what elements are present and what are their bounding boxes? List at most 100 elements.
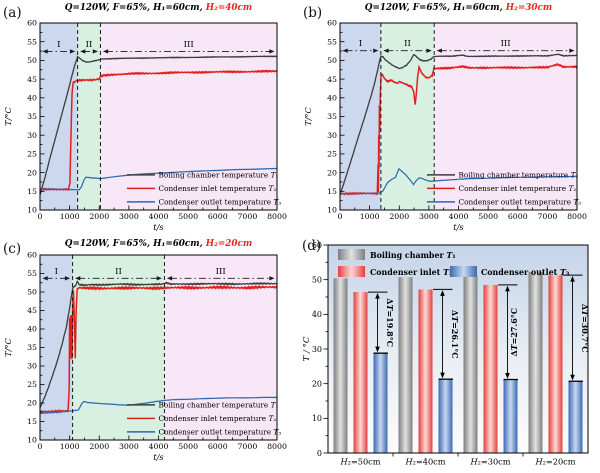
guide-arrowhead-left: [342, 48, 348, 53]
y-axis-tick-label: 25: [27, 150, 37, 159]
guide-arrowhead-right: [64, 276, 71, 281]
stage-region-I: [340, 23, 381, 210]
y-axis-title: T/°C: [303, 106, 313, 125]
y-axis-tick-label: 60: [327, 19, 337, 28]
series-line-t1: [40, 55, 277, 195]
y-axis-tick-label: 55: [27, 269, 37, 278]
guide-arrowhead-right: [156, 276, 162, 281]
y-axis-tick-label: 30: [312, 345, 322, 354]
chart-title-a-black: Q=120W, F=65%, H₁=60cm,: [64, 3, 203, 13]
stage-region-I: [40, 255, 73, 440]
bar-t2-group4: [548, 275, 563, 453]
guide-arrowhead-left: [75, 276, 81, 281]
y-axis-tick-label: 0: [317, 449, 322, 458]
bar-t2-group3: [483, 284, 498, 453]
guide-arrowhead-left: [102, 49, 109, 54]
x-axis-tick-label: 8000: [567, 212, 587, 221]
x-axis-tick-label: 0: [338, 212, 343, 221]
guide-arrowhead-right: [373, 48, 379, 53]
series-line-t3: [40, 396, 277, 414]
x-axis-tick-label: 6000: [208, 212, 228, 221]
y-axis-title: T/°C: [3, 337, 13, 356]
series-line-t3: [40, 167, 277, 191]
bar-chart-d: ΔT=19.8°C H₂=50cm ΔT=26.1°C H₂=40cm ΔT=27.6°…: [302, 241, 590, 467]
guide-arrowhead-left: [42, 276, 48, 281]
y-axis-tick-label: 45: [27, 306, 37, 315]
y-axis-tick-label: 25: [327, 150, 337, 159]
legend-label: Condenser outlet temperature T₃: [159, 198, 282, 207]
x-axis-tick-label: 8000: [267, 212, 287, 221]
y-axis-tick-label: 35: [327, 112, 337, 121]
y-axis-tick-label: 40: [312, 310, 322, 319]
bar-t3-group2: [438, 379, 453, 453]
y-axis-tick-label: 40: [27, 94, 37, 103]
legend-item-t1: Boiling chamber temperature T₁: [427, 171, 578, 180]
legend-item-t3: Condenser outlet temperature T₃: [127, 428, 281, 437]
x-axis-tick-label: 2000: [389, 212, 409, 221]
delta-arrowhead-up: [505, 285, 510, 292]
delta-label-group1: ΔT=19.8°C: [385, 298, 395, 347]
guide-arrowhead-right: [92, 49, 98, 54]
y-axis-tick-label: 20: [27, 399, 37, 408]
x-axis-title: t/s: [453, 222, 463, 232]
bar-t2-group2: [418, 289, 433, 453]
guide-arrowhead-right: [569, 48, 575, 53]
legend-label: Condenser outlet temperature T₃: [159, 428, 282, 437]
bar-t1-group2: [398, 277, 413, 453]
stage-label-II: II: [86, 40, 93, 50]
legend-label-t2: Condenser inlet T₂: [370, 268, 453, 277]
x-category-label-group4: H₂=20cm: [534, 457, 575, 467]
bar-t1-group1: [333, 278, 348, 453]
panel-letter-c: (c): [3, 241, 22, 257]
guide-arrowhead-left: [383, 48, 389, 53]
x-axis-tick-label: 3000: [119, 212, 139, 221]
x-axis-tick-label: 2000: [89, 212, 109, 221]
delta-arrowhead-up: [440, 290, 445, 296]
y-axis-tick-label: 60: [27, 251, 37, 260]
guide-arrowhead-right: [269, 276, 275, 281]
y-axis-tick-label: 10: [27, 206, 37, 215]
y-axis-tick-label: 45: [27, 75, 37, 84]
y-axis-tick-label: 10: [312, 414, 322, 423]
y-axis-tick-label: 10: [27, 436, 37, 445]
x-category-label-group2: H₂=40cm: [404, 457, 445, 467]
y-axis-tick-label: 30: [27, 131, 37, 140]
x-axis-tick-label: 1000: [60, 442, 80, 451]
y-axis-tick-label: 20: [312, 379, 322, 388]
series-line-t1: [340, 53, 577, 195]
stage-region-II: [77, 23, 101, 210]
stage-label-II: II: [404, 39, 411, 49]
y-axis-tick-label: 35: [27, 343, 37, 352]
x-axis-tick-label: 7000: [237, 442, 257, 451]
chart-title-a: Q=120W, F=65%, H₁=60cm, H₂=40cm: [40, 3, 277, 13]
legend-label: Condenser outlet temperature T₃: [459, 198, 582, 207]
y-axis-tick-label: 50: [312, 275, 322, 284]
y-axis-tick-label: 20: [27, 168, 37, 177]
y-axis-title: T / °C: [302, 336, 312, 361]
chart-title-c-red: H₂=20cm: [205, 239, 253, 249]
legend-item-t1: Boiling chamber temperature T₁: [127, 401, 278, 410]
y-axis-tick-label: 35: [27, 112, 37, 121]
y-axis-tick-label: 50: [27, 56, 37, 65]
delta-arrowhead-down: [570, 374, 575, 381]
y-axis-tick-label: 50: [27, 288, 37, 297]
bar-t2-group1: [353, 292, 368, 453]
y-axis-tick-label: 60: [27, 19, 37, 28]
stage-region-II: [72, 255, 165, 440]
legend-swatch-t2: [338, 266, 365, 277]
stage-label-I: I: [359, 39, 362, 49]
guide-arrowhead-right: [269, 49, 275, 54]
x-axis-tick-label: 6000: [208, 442, 228, 451]
legend-label: Condenser inlet temperature T₂: [159, 414, 277, 423]
y-axis-tick-label: 15: [27, 187, 37, 196]
guide-arrowhead-left: [42, 49, 48, 54]
legend-label-t1: Boiling chamber T₁: [370, 251, 456, 260]
y-axis-tick-label: 60: [312, 241, 322, 250]
delta-label-group2: ΔT=26.1°C: [450, 310, 460, 359]
x-axis-tick-label: 1000: [360, 212, 380, 221]
y-axis-tick-label: 40: [27, 325, 37, 334]
